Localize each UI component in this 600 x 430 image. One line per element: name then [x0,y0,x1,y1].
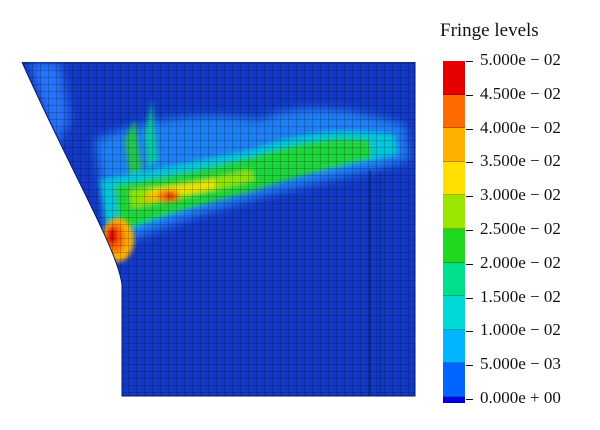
legend-title: Fringe levels [440,20,539,41]
legend-swatch [443,363,465,397]
legend-swatch [443,94,465,129]
legend-level-label: 2.500e − 02 [480,219,561,238]
top-mask [0,0,600,62]
legend-swatch [443,296,465,330]
legend-tick [466,263,473,265]
legend-level-label: 5.000e − 02 [480,50,561,69]
legend-tick [466,162,473,164]
legend-swatch [443,228,465,263]
legend-level-label: 4.000e − 02 [480,117,561,137]
legend-swatch [443,195,465,229]
legend-tick [466,196,473,198]
legend-tick [466,331,473,333]
legend-tick [466,399,473,400]
specimen-outline [21,61,416,397]
legend-swatch [443,161,465,196]
legend-level-label: 3.500e − 02 [480,151,561,171]
legend-tick [466,365,473,367]
legend-tick [466,230,473,231]
legend-level-label: 0.000e + 00 [480,388,561,407]
legend-swatch [443,128,465,162]
legend-level-label: 3.000e − 02 [480,185,561,205]
legend-swatch [443,396,465,403]
legend-tick [466,94,473,96]
legend-level-label: 2.000e − 02 [480,252,561,272]
legend-color-bar [443,61,465,403]
legend-level-label: 4.500e − 02 [480,83,561,103]
legend-tick [466,297,473,299]
legend-level-label: 1.000e − 02 [480,320,561,340]
legend-swatch [443,329,465,364]
legend-tick [466,128,473,130]
legend-tick [466,61,473,62]
legend-swatch [443,262,465,297]
legend-level-label: 1.500e − 02 [480,286,561,306]
legend-level-label: 5.000e − 03 [480,354,561,374]
legend-swatch [443,61,465,95]
